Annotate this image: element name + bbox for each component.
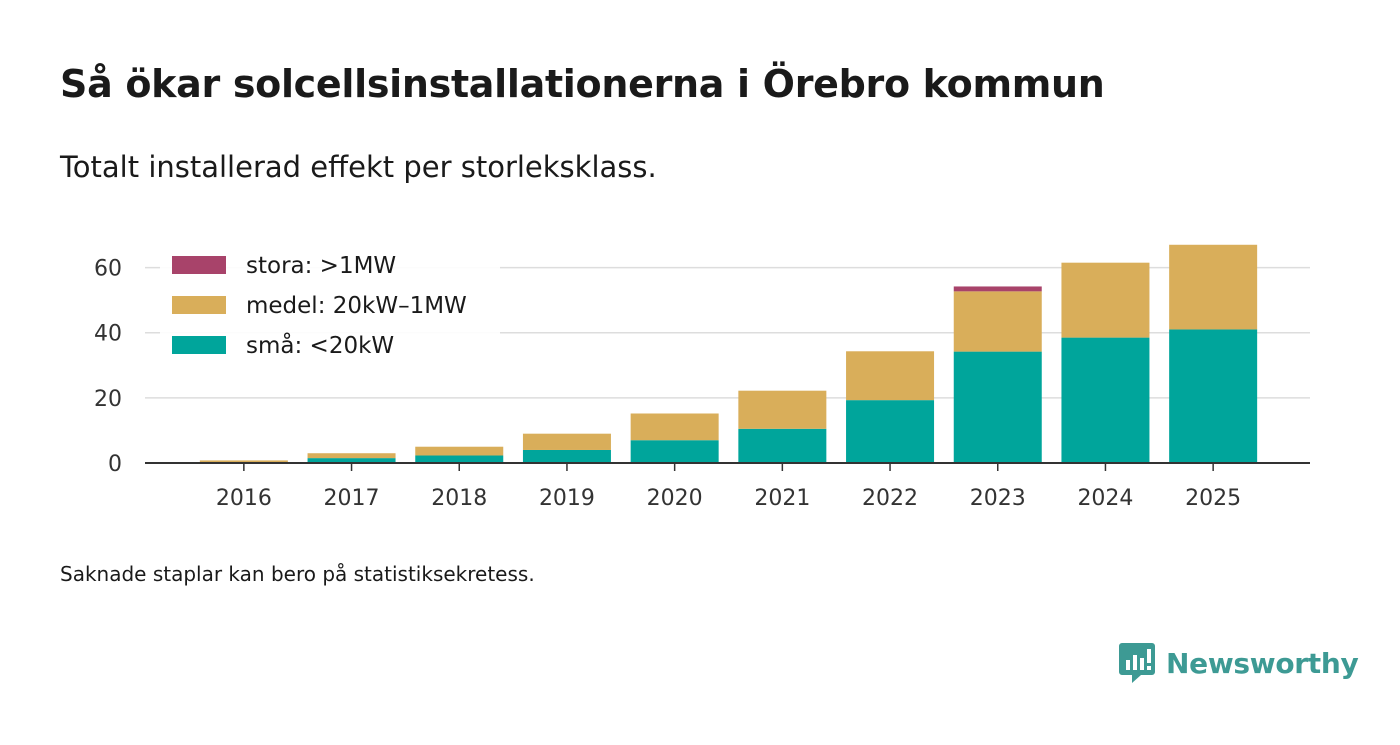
- legend-label-stora: stora: >1MW: [246, 253, 396, 279]
- x-tick-label: 2016: [216, 486, 272, 511]
- y-tick-label: 40: [94, 322, 122, 347]
- bar-medel-2020: [630, 413, 719, 441]
- bar-medel-2023: [953, 291, 1042, 352]
- x-tick-label: 2025: [1185, 486, 1241, 511]
- bars: [199, 244, 1258, 463]
- legend: stora: >1MW medel: 20kW–1MW små: <20kW: [160, 243, 500, 367]
- x-tick-label: 2024: [1077, 486, 1133, 511]
- bar-sma-2022: [846, 400, 935, 463]
- bar-medel-2024: [1061, 262, 1150, 338]
- y-tick-label: 60: [94, 257, 122, 282]
- x-tick-label: 2018: [431, 486, 487, 511]
- bar-sma-2017: [307, 458, 396, 463]
- x-tick-label: 2017: [324, 486, 380, 511]
- bar-sma-2024: [1061, 337, 1150, 463]
- legend-label-medel: medel: 20kW–1MW: [246, 293, 467, 319]
- chart-title: Så ökar solcellsinstallationerna i Örebr…: [60, 62, 1105, 106]
- axes: 0 20 40 60 2016 2017 2018 2019 2020 2021 2022 2023 2…: [94, 257, 1310, 511]
- newsworthy-logo: Newsworthy: [1118, 641, 1359, 685]
- footnote: Saknade staplar kan bero på statistiksek…: [60, 562, 535, 586]
- brand-name: Newsworthy: [1166, 646, 1359, 680]
- x-tick-label: 2019: [539, 486, 595, 511]
- bar-medel-2018: [415, 446, 504, 456]
- y-tick-label: 0: [108, 452, 122, 477]
- bar-medel-2021: [738, 390, 827, 429]
- y-tick-label: 20: [94, 387, 122, 412]
- bar-sma-2021: [738, 428, 827, 463]
- bar-stora-2023: [953, 286, 1042, 292]
- legend-swatch-medel: [172, 296, 226, 314]
- bar-sma-2020: [630, 440, 719, 463]
- x-tick-label: 2020: [647, 486, 703, 511]
- bar-medel-2019: [522, 433, 611, 450]
- legend-swatch-sma: [172, 336, 226, 354]
- newsworthy-logo-icon: [1119, 643, 1155, 683]
- x-tick-label: 2023: [970, 486, 1026, 511]
- x-tick-label: 2022: [862, 486, 918, 511]
- legend-label-sma: små: <20kW: [246, 331, 394, 359]
- bar-sma-2023: [953, 351, 1042, 463]
- chart-subtitle: Totalt installerad effekt per storlekskl…: [60, 150, 657, 184]
- bar-medel-2025: [1169, 244, 1258, 330]
- bar-sma-2025: [1169, 329, 1258, 463]
- x-tick-label: 2021: [754, 486, 810, 511]
- bar-medel-2016: [199, 460, 288, 463]
- bar-medel-2022: [846, 351, 935, 401]
- bar-medel-2017: [307, 453, 396, 459]
- bar-sma-2019: [522, 449, 611, 463]
- legend-swatch-stora: [172, 256, 226, 274]
- bar-sma-2018: [415, 455, 504, 463]
